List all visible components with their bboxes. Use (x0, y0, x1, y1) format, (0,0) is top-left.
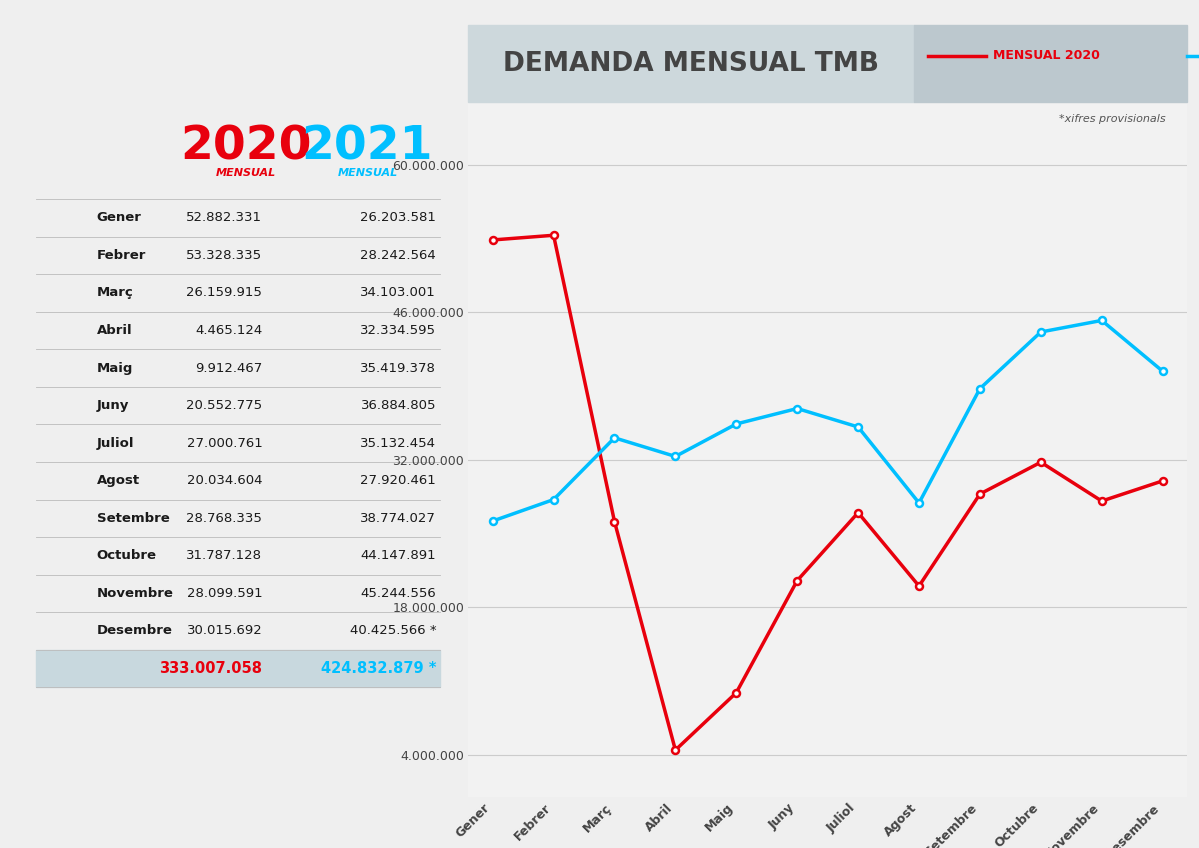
Text: Març: Març (97, 287, 133, 299)
Text: Novembre: Novembre (97, 587, 174, 600)
Text: 53.328.335: 53.328.335 (186, 249, 263, 262)
Text: Maig: Maig (97, 361, 133, 375)
Text: 9.912.467: 9.912.467 (195, 361, 263, 375)
Text: Gener: Gener (97, 211, 141, 225)
Text: 52.882.331: 52.882.331 (186, 211, 263, 225)
Text: *xifres provisionals: *xifres provisionals (1059, 114, 1165, 124)
Text: DEMANDA MENSUAL TMB: DEMANDA MENSUAL TMB (504, 51, 879, 76)
Text: 20.034.604: 20.034.604 (187, 474, 263, 488)
Text: 32.334.595: 32.334.595 (360, 324, 436, 337)
Text: Agost: Agost (97, 474, 140, 488)
Text: 4.465.124: 4.465.124 (195, 324, 263, 337)
Text: 26.159.915: 26.159.915 (187, 287, 263, 299)
Text: 28.099.591: 28.099.591 (187, 587, 263, 600)
Text: 35.132.454: 35.132.454 (360, 437, 436, 449)
Text: 45.244.556: 45.244.556 (361, 587, 436, 600)
Text: 27.920.461: 27.920.461 (361, 474, 436, 488)
Text: Setembre: Setembre (97, 512, 169, 525)
Text: 424.832.879 *: 424.832.879 * (320, 661, 436, 676)
Text: Desembre: Desembre (97, 624, 173, 638)
Text: 333.007.058: 333.007.058 (159, 661, 263, 676)
Text: 35.419.378: 35.419.378 (361, 361, 436, 375)
Text: MENSUAL: MENSUAL (337, 168, 398, 178)
Text: Juliol: Juliol (97, 437, 134, 449)
Text: 20.552.775: 20.552.775 (186, 399, 263, 412)
Text: 34.103.001: 34.103.001 (361, 287, 436, 299)
Text: 31.787.128: 31.787.128 (186, 550, 263, 562)
Text: 30.015.692: 30.015.692 (187, 624, 263, 638)
Text: 2021: 2021 (302, 125, 433, 170)
Text: MENSUAL: MENSUAL (216, 168, 276, 178)
Text: 40.425.566 *: 40.425.566 * (350, 624, 436, 638)
Text: MENSUAL 2020: MENSUAL 2020 (993, 49, 1099, 63)
Text: Febrer: Febrer (97, 249, 146, 262)
Text: 28.768.335: 28.768.335 (187, 512, 263, 525)
Text: 38.774.027: 38.774.027 (361, 512, 436, 525)
Bar (469, 25, 914, 102)
Text: 2020: 2020 (180, 125, 312, 170)
Bar (914, 25, 1187, 102)
Text: Octubre: Octubre (97, 550, 157, 562)
Text: Abril: Abril (97, 324, 132, 337)
Bar (36, 650, 440, 687)
Text: 36.884.805: 36.884.805 (361, 399, 436, 412)
Text: 44.147.891: 44.147.891 (361, 550, 436, 562)
Text: 28.242.564: 28.242.564 (361, 249, 436, 262)
Text: 27.000.761: 27.000.761 (187, 437, 263, 449)
Text: 26.203.581: 26.203.581 (361, 211, 436, 225)
Text: Juny: Juny (97, 399, 129, 412)
